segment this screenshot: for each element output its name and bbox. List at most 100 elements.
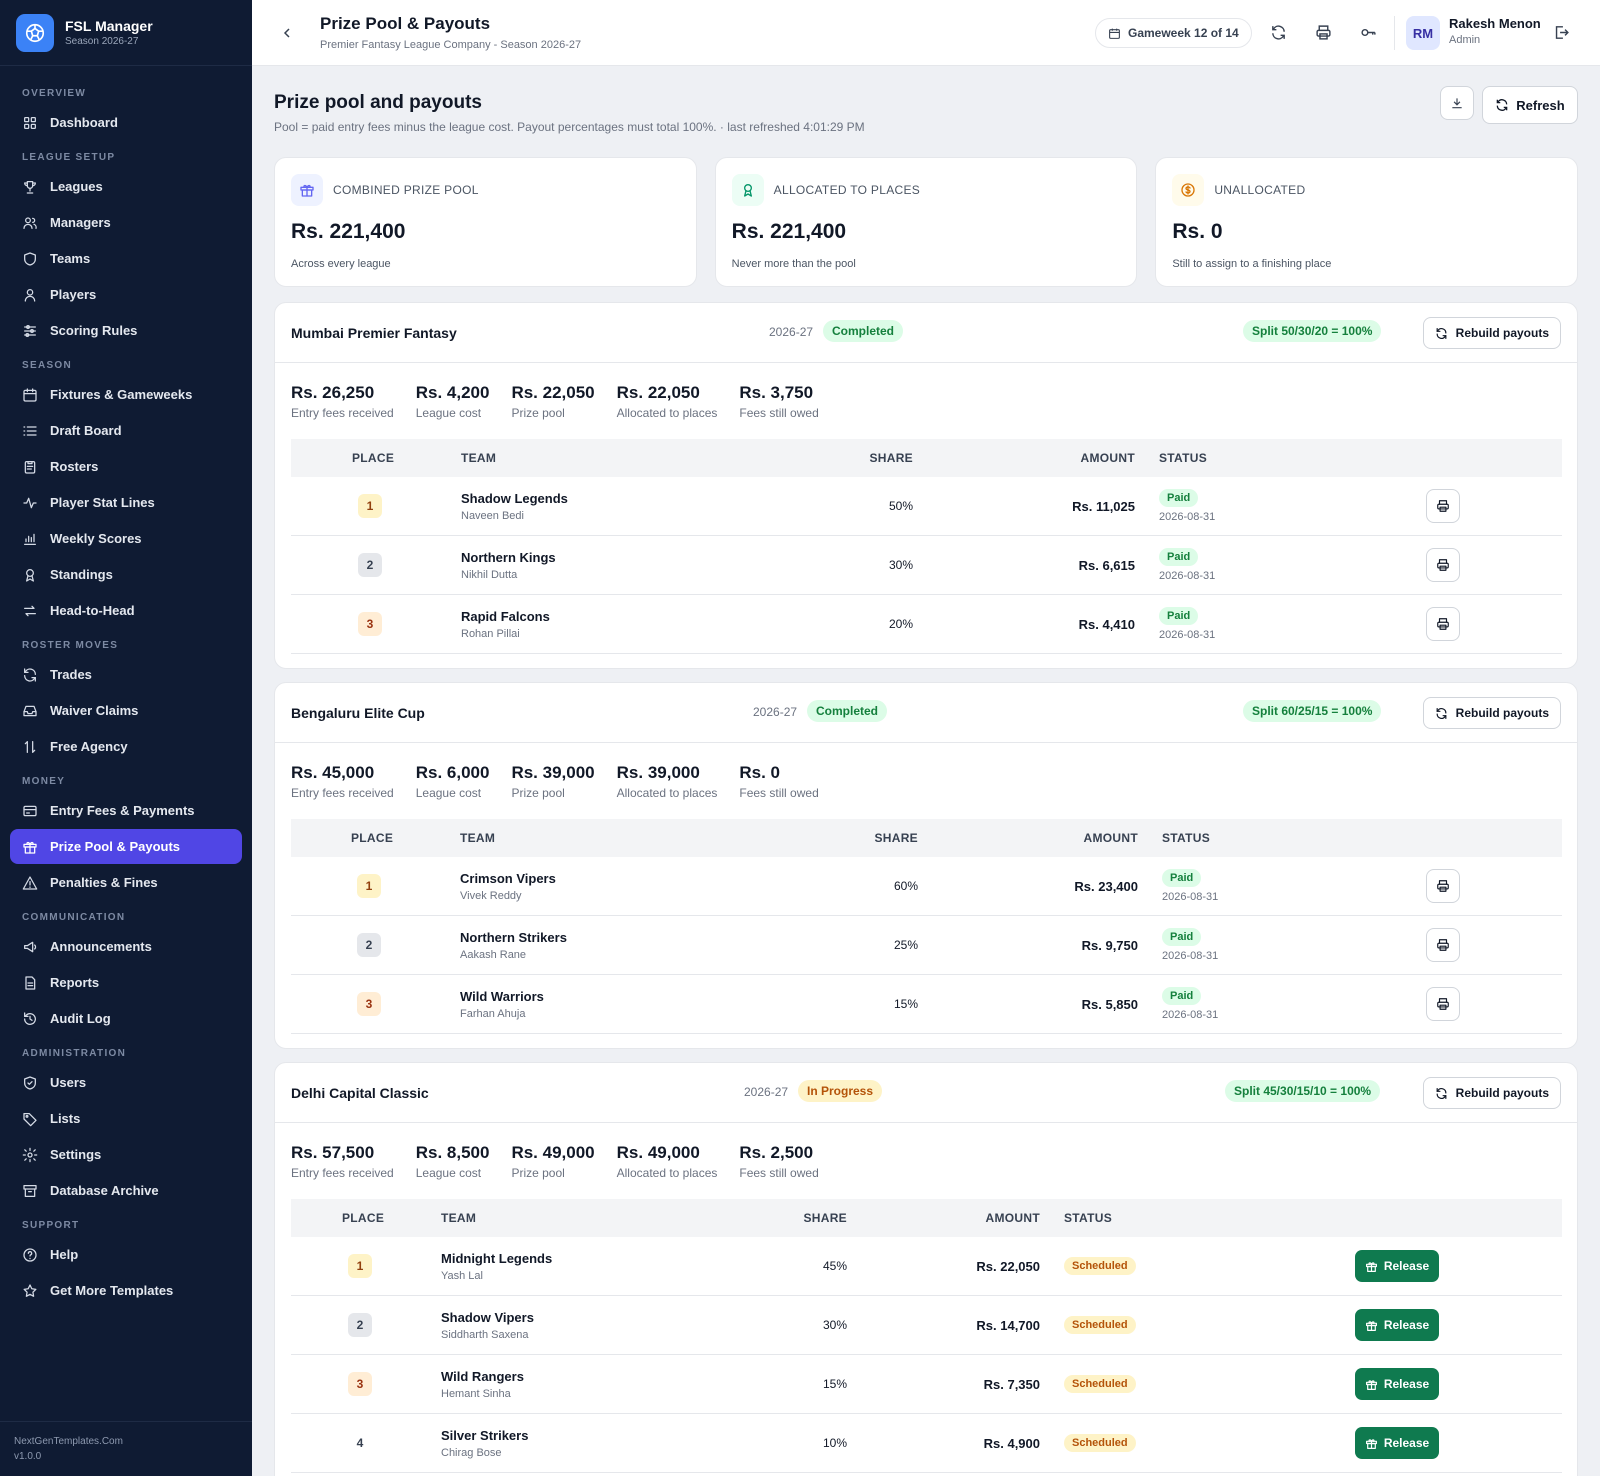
dollar-icon	[1181, 183, 1196, 197]
summary-note: Never more than the pool	[731, 258, 856, 270]
status-scheduled-badge: Scheduled	[1064, 1375, 1136, 1393]
sidebar-item-head-to-head[interactable]: Head-to-Head	[10, 593, 242, 628]
key-button[interactable]	[1357, 21, 1379, 43]
user-icon	[22, 287, 38, 303]
amount-value: Rs. 4,410	[1078, 616, 1135, 632]
table-header: PLACE TEAM SHARE AMOUNT STATUS	[291, 819, 1562, 857]
team-name[interactable]: Wild Warriors	[460, 988, 544, 1004]
sidebar-item-free-agency[interactable]: Free Agency	[10, 729, 242, 764]
team-name[interactable]: Shadow Legends	[461, 490, 568, 506]
sidebar-item-weekly-scores[interactable]: Weekly Scores	[10, 521, 242, 556]
team-name[interactable]: Shadow Vipers	[441, 1309, 534, 1325]
sync-button[interactable]	[1267, 21, 1289, 43]
sidebar-item-rosters[interactable]: Rosters	[10, 449, 242, 484]
sidebar-item-managers[interactable]: Managers	[10, 205, 242, 240]
sidebar-item-waiver-claims[interactable]: Waiver Claims	[10, 693, 242, 728]
print-receipt-button[interactable]	[1426, 869, 1460, 903]
sidebar-item-dashboard[interactable]: Dashboard	[10, 105, 242, 140]
sidebar-item-entry-fees-payments[interactable]: Entry Fees & Payments	[10, 793, 242, 828]
team-name[interactable]: Rapid Falcons	[461, 608, 550, 624]
sidebar-item-users[interactable]: Users	[10, 1065, 242, 1100]
sidebar-item-fixtures-gameweeks[interactable]: Fixtures & Gameweeks	[10, 377, 242, 412]
payout-table: PLACE TEAM SHARE AMOUNT STATUS 1 Shadow Legend…	[291, 439, 1562, 654]
print-receipt-button[interactable]	[1426, 607, 1460, 641]
alert-triangle-icon	[22, 875, 38, 890]
share-value: 25%	[893, 938, 918, 952]
stat-label: Fees still owed	[739, 406, 819, 420]
nav-section-title: SUPPORT	[22, 1220, 80, 1231]
release-button[interactable]: Release	[1355, 1427, 1439, 1459]
sidebar-item-penalties-fines[interactable]: Penalties & Fines	[10, 865, 242, 900]
sidebar-item-draft-board[interactable]: Draft Board	[10, 413, 242, 448]
league-season: 2026-27	[744, 1085, 789, 1099]
sidebar-item-audit-log[interactable]: Audit Log	[10, 1001, 242, 1036]
logout-button[interactable]	[1550, 21, 1572, 43]
stat-value: Rs. 22,050	[511, 383, 595, 402]
team-name[interactable]: Midnight Legends	[441, 1250, 553, 1266]
gameweek-selector[interactable]: Gameweek 12 of 14	[1095, 18, 1252, 48]
sidebar-item-label: Trades	[50, 667, 92, 682]
download-icon	[1452, 98, 1462, 109]
avatar[interactable]: RM	[1406, 16, 1440, 50]
league-stats: Rs. 45,000 Entry fees received Rs. 6,000 Le…	[291, 763, 841, 800]
refresh-button[interactable]: Refresh	[1482, 86, 1578, 124]
paid-date: 2026-08-31	[1159, 629, 1216, 641]
manager-name: Naveen Bedi	[461, 509, 524, 522]
print-receipt-button[interactable]	[1426, 987, 1460, 1021]
team-name[interactable]: Northern Strikers	[460, 929, 567, 945]
manager-name: Siddharth Saxena	[441, 1328, 529, 1341]
release-button[interactable]: Release	[1355, 1368, 1439, 1400]
paid-date: 2026-08-31	[1162, 1009, 1219, 1021]
sidebar-item-prize-pool-payouts[interactable]: Prize Pool & Payouts	[10, 829, 242, 864]
brand[interactable]: FSL Manager Season 2026-27	[0, 0, 252, 66]
sidebar-item-get-more-templates[interactable]: Get More Templates	[10, 1273, 242, 1308]
release-button[interactable]: Release	[1355, 1250, 1439, 1282]
sidebar-item-player-stat-lines[interactable]: Player Stat Lines	[10, 485, 242, 520]
league-header: Delhi Capital Classic 2026-27 In Progress S…	[275, 1063, 1577, 1123]
col-share: SHARE	[869, 451, 913, 465]
table-row: 1 Crimson Vipers Vivek Reddy 60% Rs. 23,400 P…	[291, 857, 1562, 916]
print-receipt-button[interactable]	[1426, 489, 1460, 523]
rebuild-payouts-button[interactable]: Rebuild payouts	[1422, 317, 1561, 349]
league-panel: Mumbai Premier Fantasy 2026-27 Completed Sp…	[274, 302, 1578, 669]
footer-site[interactable]: NextGenTemplates.Com	[14, 1436, 123, 1447]
sidebar-item-players[interactable]: Players	[10, 277, 242, 312]
rebuild-payouts-button[interactable]: Rebuild payouts	[1422, 1077, 1561, 1109]
team-name[interactable]: Wild Rangers	[441, 1368, 524, 1384]
team-name[interactable]: Northern Kings	[461, 549, 556, 565]
sidebar-item-standings[interactable]: Standings	[10, 557, 242, 592]
sidebar-item-lists[interactable]: Lists	[10, 1101, 242, 1136]
sidebar-item-announcements[interactable]: Announcements	[10, 929, 242, 964]
sidebar-item-database-archive[interactable]: Database Archive	[10, 1173, 242, 1208]
sidebar-item-help[interactable]: Help	[10, 1237, 242, 1272]
release-button[interactable]: Release	[1355, 1309, 1439, 1341]
sidebar-item-settings[interactable]: Settings	[10, 1137, 242, 1172]
printer-icon	[1437, 618, 1449, 630]
rebuild-payouts-button[interactable]: Rebuild payouts	[1422, 697, 1561, 729]
sidebar-item-teams[interactable]: Teams	[10, 241, 242, 276]
amount-value: Rs. 22,050	[976, 1258, 1040, 1274]
download-button[interactable]	[1440, 86, 1474, 120]
sidebar-item-scoring-rules[interactable]: Scoring Rules	[10, 313, 242, 348]
print-receipt-button[interactable]	[1426, 548, 1460, 582]
league-stats: Rs. 26,250 Entry fees received Rs. 4,200 Le…	[291, 383, 841, 420]
sidebar-item-leagues[interactable]: Leagues	[10, 169, 242, 204]
back-button[interactable]	[276, 22, 298, 44]
summary-card: ALLOCATED TO PLACES Rs. 221,400 Never more…	[714, 157, 1138, 287]
sidebar-item-label: Announcements	[50, 939, 152, 954]
stat-label: Allocated to places	[616, 1166, 718, 1180]
team-name[interactable]: Crimson Vipers	[460, 870, 556, 886]
sliders-icon	[22, 323, 38, 339]
stat-label: Allocated to places	[616, 406, 718, 420]
gift-icon	[22, 839, 38, 855]
page-title: Prize Pool & Payouts	[320, 14, 491, 33]
print-button[interactable]	[1312, 21, 1334, 43]
file-icon	[25, 975, 36, 990]
print-receipt-button[interactable]	[1426, 928, 1460, 962]
table-row: 2 Shadow Vipers Siddharth Saxena 30% Rs. 14,…	[291, 1296, 1562, 1355]
sidebar-item-trades[interactable]: Trades	[10, 657, 242, 692]
team-name[interactable]: Silver Strikers	[441, 1427, 529, 1443]
share-value: 10%	[822, 1436, 847, 1450]
sidebar-item-reports[interactable]: Reports	[10, 965, 242, 1000]
refresh-icon	[22, 667, 38, 683]
